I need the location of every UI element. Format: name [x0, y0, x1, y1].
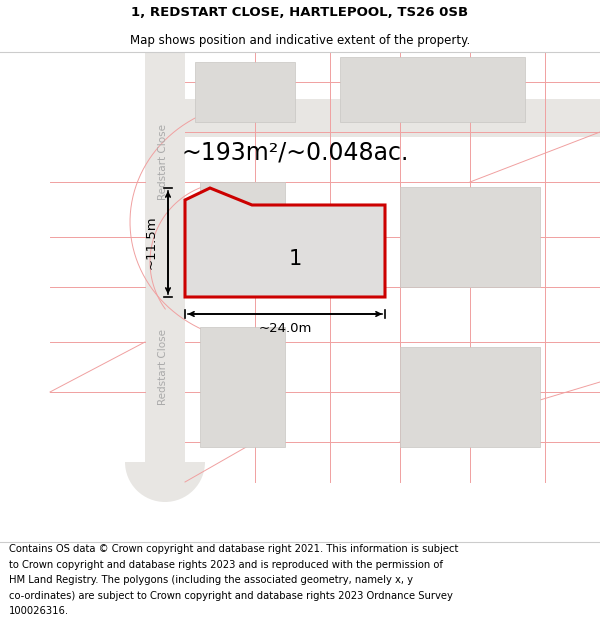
Bar	[200, 182, 285, 297]
Text: Redstart Close: Redstart Close	[158, 124, 168, 200]
Text: Map shows position and indicative extent of the property.: Map shows position and indicative extent…	[130, 34, 470, 47]
Text: ~11.5m: ~11.5m	[145, 216, 158, 269]
Text: Contains OS data © Crown copyright and database right 2021. This information is : Contains OS data © Crown copyright and d…	[9, 544, 458, 554]
Wedge shape	[125, 462, 205, 502]
Text: 1: 1	[289, 249, 302, 269]
Text: 100026316.: 100026316.	[9, 606, 69, 616]
Text: HM Land Registry. The polygons (including the associated geometry, namely x, y: HM Land Registry. The polygons (includin…	[9, 575, 413, 585]
Bar	[400, 347, 540, 447]
Text: ~193m²/~0.048ac.: ~193m²/~0.048ac.	[181, 140, 409, 164]
Bar	[200, 327, 285, 447]
Bar	[340, 57, 525, 122]
Bar	[145, 52, 185, 462]
Text: ~24.0m: ~24.0m	[259, 321, 311, 334]
Text: to Crown copyright and database rights 2023 and is reproduced with the permissio: to Crown copyright and database rights 2…	[9, 560, 443, 570]
Text: Redstart Close: Redstart Close	[158, 329, 168, 405]
Bar	[400, 187, 540, 287]
Text: co-ordinates) are subject to Crown copyright and database rights 2023 Ordnance S: co-ordinates) are subject to Crown copyr…	[9, 591, 453, 601]
Bar	[145, 99, 600, 137]
Text: 1, REDSTART CLOSE, HARTLEPOOL, TS26 0SB: 1, REDSTART CLOSE, HARTLEPOOL, TS26 0SB	[131, 6, 469, 19]
Bar	[195, 62, 295, 122]
Polygon shape	[185, 188, 385, 297]
